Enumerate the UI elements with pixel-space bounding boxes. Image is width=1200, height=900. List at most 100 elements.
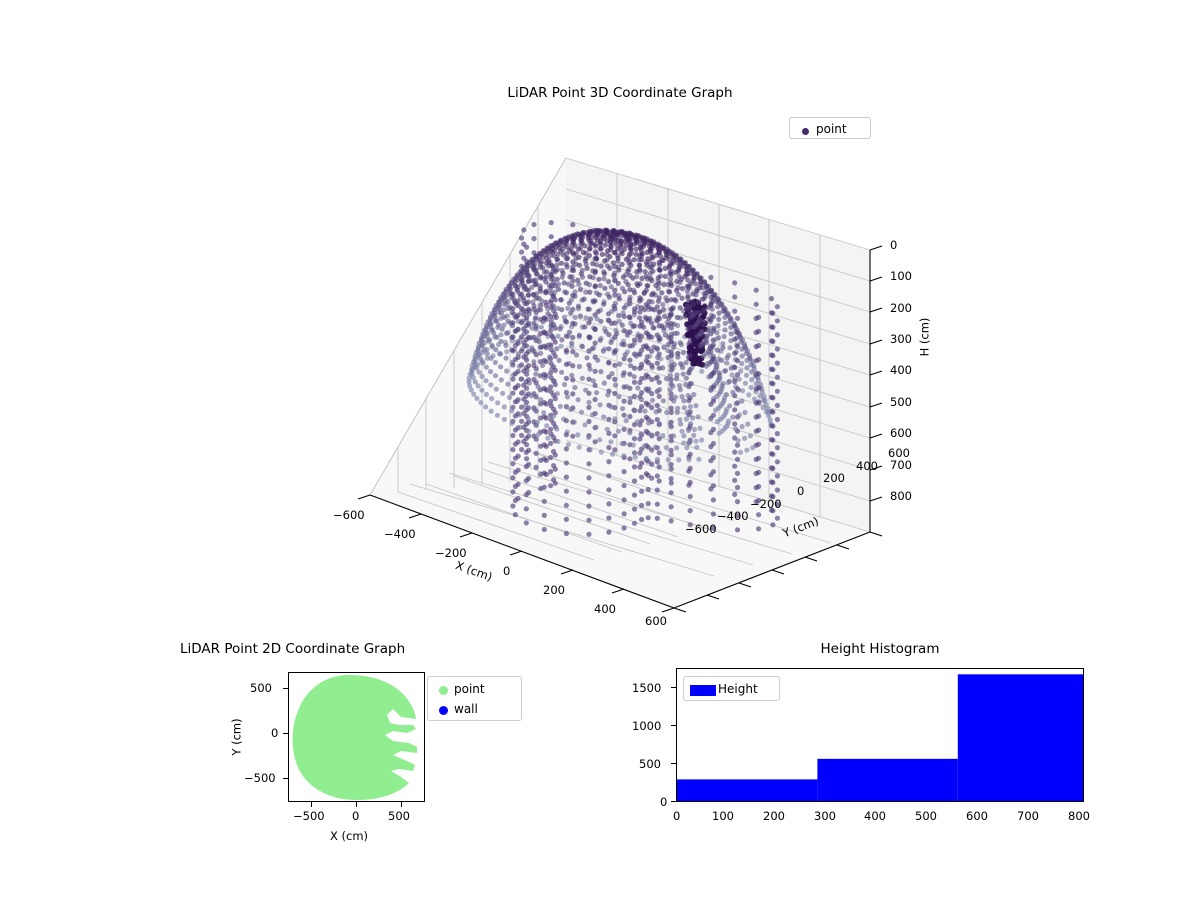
scatter-point [627,358,632,363]
scatter-point [642,444,647,449]
scatter-point [727,315,732,320]
scatter-point [666,457,671,462]
scatter-point [599,246,604,251]
scatter-point [627,430,632,435]
scatter-point [572,385,577,390]
plot3d-xtick-4: 200 [543,583,565,597]
scatter-point [553,340,558,345]
scatter-point [579,410,584,415]
scatter-point [681,433,686,438]
scatter-point [645,283,650,288]
scatter-point [697,426,702,431]
scatter-point [593,341,598,346]
legend-item-point-2d[interactable]: point [432,679,517,699]
scatter-point [740,424,745,429]
plot2d-axes[interactable] [288,672,425,802]
scatter-point [594,390,599,395]
plot2d-ytick-2: −500 [244,771,276,785]
scatter-point [555,257,560,262]
scatter-point [634,353,639,358]
scatter-point [646,402,651,407]
scatter-point [564,404,569,409]
scatter-point [586,518,591,523]
scatter-point [513,301,518,306]
scatter-point [575,432,580,437]
scatter-point [547,354,552,359]
scatter-point [621,453,626,458]
scatter-point [521,295,526,300]
plot3d-ztick-3: 300 [890,332,912,346]
scatter-point [614,331,619,336]
scatter-point [564,418,569,423]
scatter-point [524,422,529,427]
legend-item-height[interactable]: Height [688,679,775,699]
scatter-point [524,386,529,391]
plot3d-axes[interactable] [330,140,910,620]
scatter-point [770,466,775,471]
scatter-point [756,456,761,461]
scatter-point [599,450,604,455]
legend-item-point[interactable]: point [794,119,866,139]
scatter-point [576,397,581,402]
scatter-point [494,335,499,340]
scatter-point [775,445,780,450]
scatter-point [632,257,637,262]
scatter-point [655,355,660,360]
scatter-point [756,526,761,531]
scatter-point [632,337,637,342]
scatter-point [664,410,669,415]
scatter-point [576,247,581,252]
plot3d-xtick-0: −600 [333,508,365,522]
hist-ytick-0: 0 [660,795,667,809]
scatter-point [542,330,547,335]
scatter-point [695,334,700,339]
scatter-point [647,316,652,321]
scatter-point [648,276,653,281]
scatter-point [661,398,666,403]
scatter-point [564,432,569,437]
scatter-point [493,347,498,352]
scatter-point [655,488,660,493]
scatter-point [575,278,580,283]
point-marker-icon [432,680,454,699]
scatter-point [549,323,554,328]
scatter-point [543,300,548,305]
scatter-point [555,391,560,396]
scatter-point [622,328,627,333]
scatter-point [526,299,531,304]
scatter-point [612,288,617,293]
scatter-point [738,450,743,455]
scatter-point [711,469,716,474]
scatter-point [600,252,605,257]
hist-xtick-0: 0 [673,809,680,823]
scatter-point [717,370,722,375]
scatter-point [775,487,780,492]
scatter-point [544,423,549,428]
scatter-point [488,369,493,374]
scatter-point [594,256,599,261]
scatter-point [613,241,618,246]
scatter-point [711,399,716,404]
scatter-point [536,432,541,437]
scatter-point [646,501,651,506]
scatter-point [577,445,582,450]
plot3d-ytick-5: −400 [717,509,749,523]
scatter-point [732,407,737,412]
scatter-point [611,273,616,278]
legend-item-wall-2d[interactable]: wall [432,699,517,719]
scatter-point [586,435,591,440]
scatter-point [639,390,644,395]
scatter-point [573,315,578,320]
scatter-point [606,279,611,284]
scatter-point [559,344,564,349]
scatter-point [669,518,674,523]
scatter-point [710,338,715,343]
scatter-point [756,385,761,390]
scatter-point [593,397,598,402]
hist-ytick-mark-0 [671,801,676,802]
scatter-point [570,377,575,382]
scatter-point [750,445,755,450]
scatter-point [493,373,498,378]
scatter-point [688,325,693,330]
plot3d-ztick-5: 500 [890,395,912,409]
